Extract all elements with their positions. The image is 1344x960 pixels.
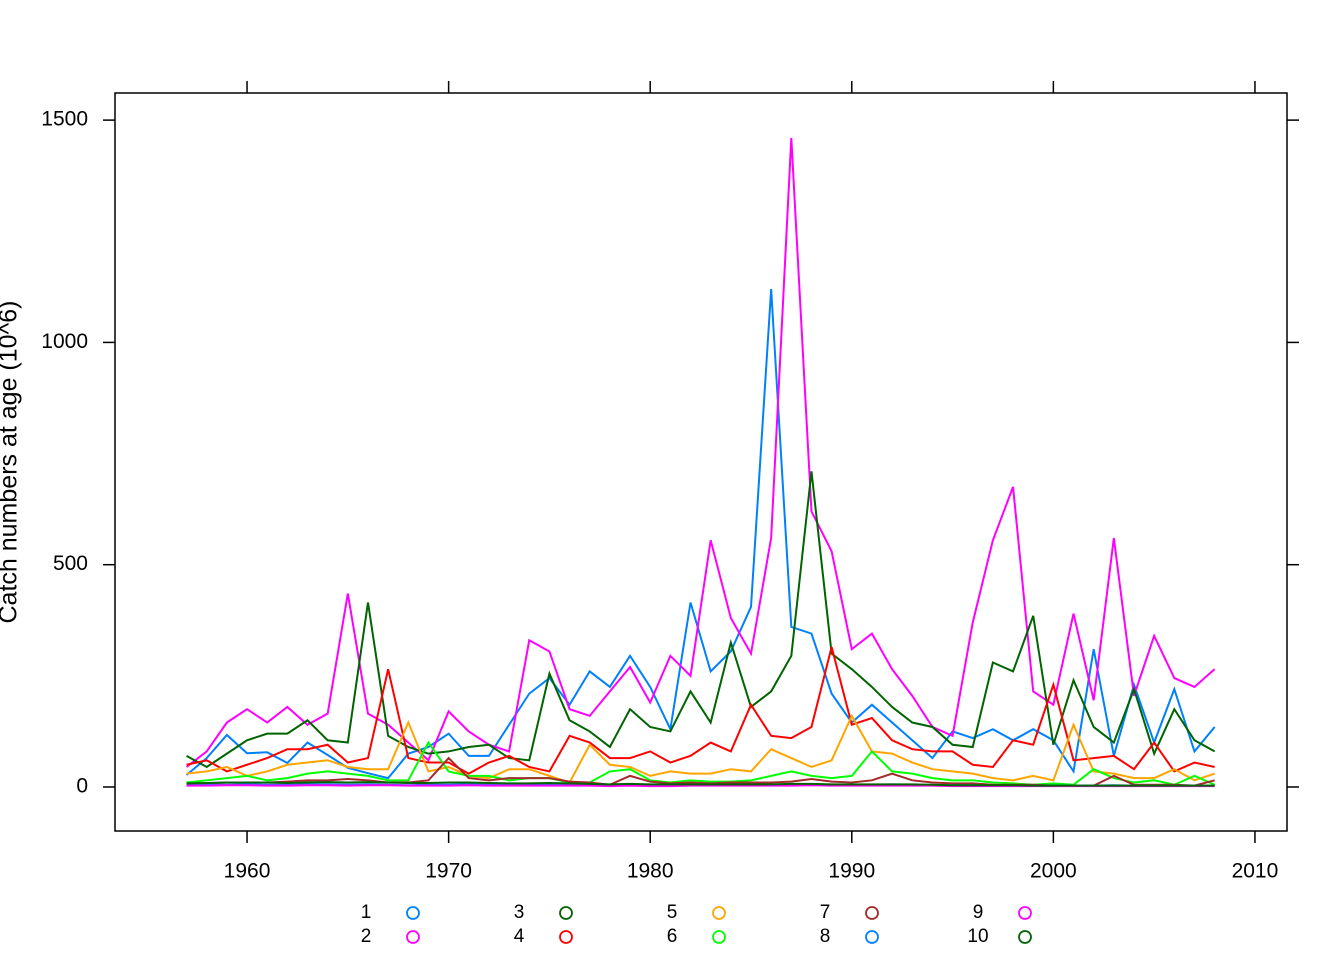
legend-marker (1018, 930, 1032, 944)
y-tick-label: 1000 (41, 330, 88, 353)
x-tick-label: 1990 (828, 860, 875, 883)
legend-marker (712, 906, 726, 920)
legend-label: 4 (514, 926, 525, 947)
plot-frame (114, 92, 1288, 832)
x-tick-label: 2000 (1030, 860, 1077, 883)
series-line (186, 646, 1215, 775)
series-line (185, 137, 1216, 768)
x-tick-label: 2010 (1232, 860, 1279, 883)
series-line (186, 781, 1215, 787)
legend-marker (865, 930, 879, 944)
x-tick-label: 1960 (224, 860, 271, 883)
legend-marker (712, 930, 726, 944)
legend-marker (559, 906, 573, 920)
legend-label: 10 (967, 926, 988, 947)
series-line (186, 740, 1216, 786)
legend-marker (406, 906, 420, 920)
series-line (185, 288, 1216, 780)
legend-label: 3 (514, 902, 525, 923)
legend-label: 5 (667, 902, 678, 923)
legend-label: 7 (820, 902, 831, 923)
legend-marker (1018, 906, 1032, 920)
y-tick-label: 0 (76, 775, 88, 798)
legend-label: 8 (820, 926, 831, 947)
legend-label: 9 (973, 902, 984, 923)
legend-label: 1 (361, 902, 372, 923)
y-tick-label: 500 (53, 552, 88, 575)
legend-marker (559, 930, 573, 944)
legend-label: 6 (667, 926, 678, 947)
series-line (186, 471, 1216, 769)
legend-marker (865, 906, 879, 920)
legend-label: 2 (361, 926, 372, 947)
y-axis-label: Catch numbers at age (10^6) (0, 300, 23, 623)
x-tick-label: 1970 (425, 860, 472, 883)
series-line (186, 713, 1215, 784)
y-tick-label: 1500 (41, 108, 88, 131)
legend-marker (406, 930, 420, 944)
x-tick-label: 1980 (627, 860, 674, 883)
